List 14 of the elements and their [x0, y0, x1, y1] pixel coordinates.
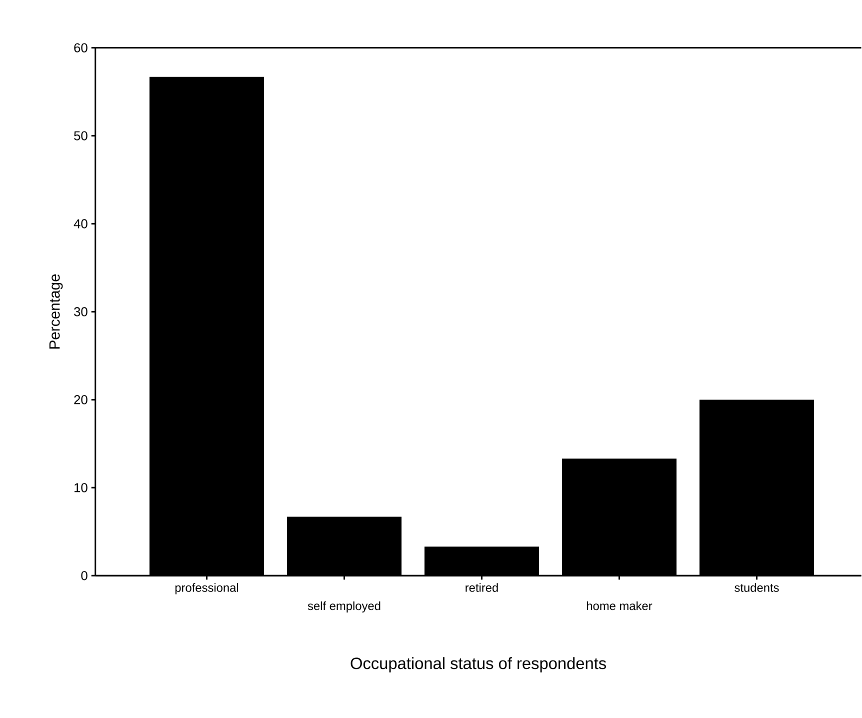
y-tick-label: 20: [74, 395, 88, 404]
y-tick-label: 50: [74, 131, 88, 140]
x-tick-label: home maker: [586, 601, 652, 610]
x-tick-label: professional: [175, 583, 238, 594]
y-tick-label: 30: [74, 307, 88, 316]
x-tick-label: self employed: [308, 601, 380, 612]
y-tick-label: 10: [74, 483, 88, 492]
y-axis-title: Percentage: [49, 274, 63, 349]
x-axis-title: Occupational status of respondents: [350, 657, 606, 672]
y-tick-label: 60: [74, 43, 88, 52]
y-tick-label: 0: [81, 571, 88, 580]
x-tick-label: retired: [466, 583, 498, 592]
x-tick-label: students: [734, 583, 779, 592]
y-tick-label: 40: [74, 219, 88, 228]
